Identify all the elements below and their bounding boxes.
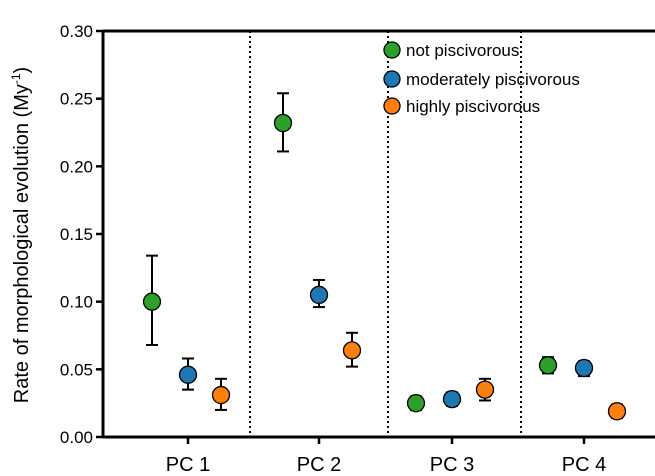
- legend-label: moderately piscivorous: [406, 70, 580, 89]
- plot-area: 0.00 0.05 0.10 0.15 0.20 0.25 0.30 PC 1 PC 2 PC 3…: [60, 22, 655, 476]
- data-point: [142, 292, 162, 311]
- y-tick-label: 0.20: [60, 157, 93, 176]
- data-point: [309, 285, 329, 305]
- legend-marker: [383, 41, 401, 59]
- data-point: [211, 385, 231, 405]
- legend-label: not piscivorous: [406, 41, 519, 60]
- y-axis-title-superscript: -1: [9, 73, 23, 84]
- data-point: [342, 341, 362, 360]
- data-point: [406, 394, 426, 413]
- data-point: [607, 402, 627, 421]
- y-tick-label: 0.30: [60, 22, 93, 41]
- data-point: [538, 356, 558, 375]
- y-tick-label: 0.15: [60, 225, 93, 244]
- data-point: [178, 365, 198, 384]
- y-tick-label: 0.00: [60, 428, 93, 447]
- y-tick-label: 0.10: [60, 293, 93, 312]
- data-point: [475, 380, 495, 399]
- x-category-label: PC 4: [562, 454, 606, 476]
- y-axis-title: Rate of morphological evolution (My-1): [9, 67, 33, 403]
- x-category-label: PC 3: [430, 454, 474, 476]
- data-point: [574, 358, 594, 378]
- data-point: [273, 113, 293, 133]
- y-tick-label: 0.25: [60, 90, 93, 109]
- x-category-label: PC 1: [166, 454, 210, 476]
- data-point: [442, 389, 462, 409]
- x-category-label: PC 2: [297, 454, 341, 476]
- legend-label: highly piscivorous: [406, 97, 540, 116]
- legend-marker: [383, 70, 401, 88]
- y-axis-title-main: Rate of morphological evolution (My: [11, 84, 33, 403]
- y-tick-label: 0.05: [60, 360, 93, 379]
- y-axis-title-suffix: ): [11, 67, 33, 74]
- legend-marker: [383, 97, 401, 115]
